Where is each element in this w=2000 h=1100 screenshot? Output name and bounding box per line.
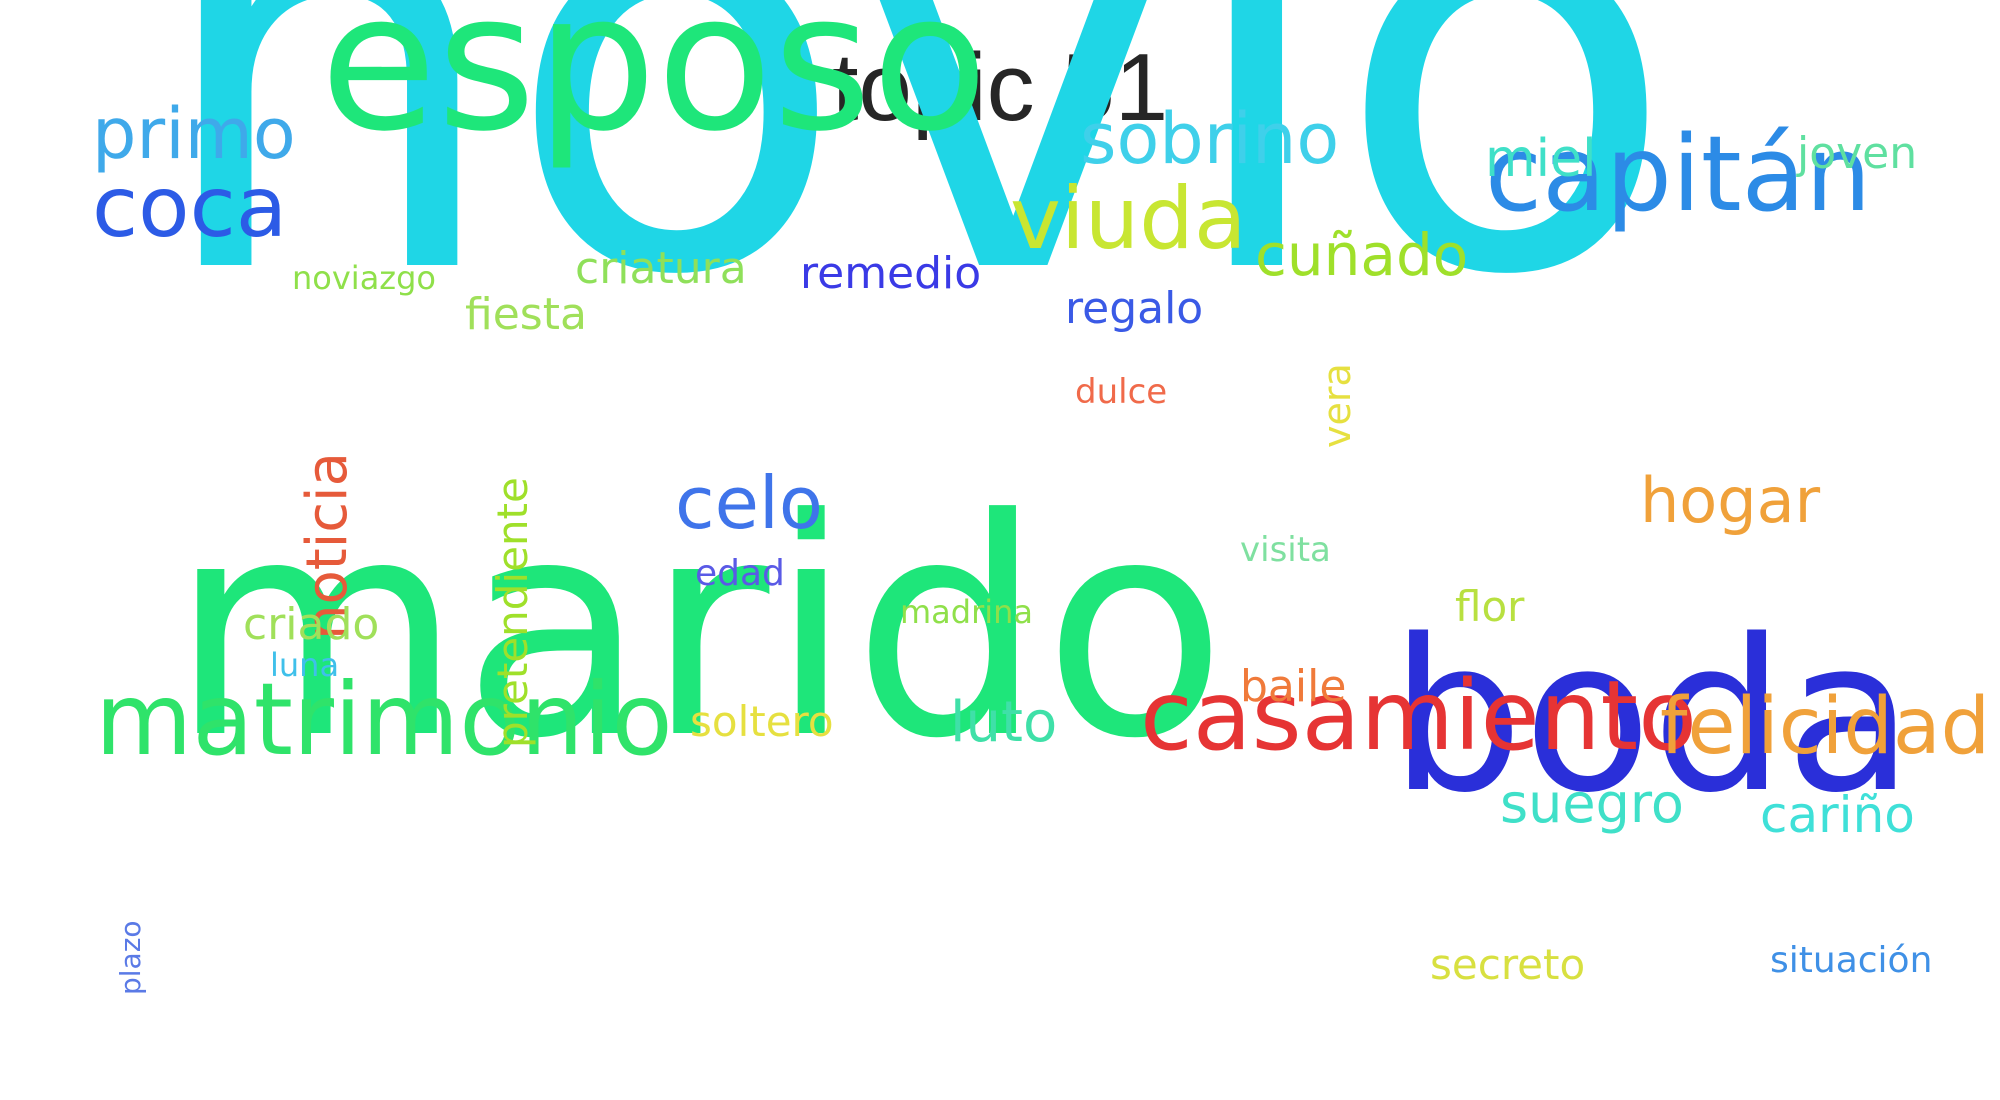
word-luna: luna: [270, 646, 340, 685]
word-viuda: viuda: [1010, 169, 1247, 270]
word-regalo: regalo: [1065, 282, 1204, 334]
word-situación: situación: [1770, 940, 1933, 982]
word-luto: luto: [950, 690, 1058, 756]
word-coca: coca: [92, 157, 288, 256]
word-suegro: suegro: [1500, 771, 1684, 835]
word-secreto: secreto: [1430, 940, 1586, 990]
word-edad: edad: [695, 553, 785, 595]
word-soltero: soltero: [690, 697, 834, 747]
word-matrimonio: matrimonio: [95, 661, 673, 778]
word-pretendiente: pretendiente: [488, 477, 537, 748]
word-miel: miel: [1485, 129, 1597, 190]
word-fiesta: fiesta: [465, 288, 587, 340]
word-boda: boda: [1390, 594, 1914, 839]
word-hogar: hogar: [1640, 464, 1821, 538]
word-esposo: esposo: [320, 0, 988, 173]
word-plazo: plazo: [114, 920, 147, 995]
word-cariño: cariño: [1760, 786, 1915, 844]
word-joven: joven: [1797, 127, 1918, 179]
word-felicidad: felicidad: [1660, 681, 1991, 772]
word-noviazgo: noviazgo: [292, 259, 436, 298]
word-vera: vera: [1315, 363, 1359, 448]
word-marido: marido: [170, 455, 1227, 804]
word-casamiento: casamiento: [1140, 660, 1697, 773]
word-dulce: dulce: [1075, 371, 1168, 412]
word-novio: novio: [150, 0, 1678, 398]
word-visita: visita: [1240, 529, 1331, 570]
word-celo: celo: [675, 461, 823, 546]
word-remedio: remedio: [800, 247, 982, 299]
word-baile: baile: [1240, 660, 1347, 712]
word-primo: primo: [92, 93, 296, 175]
word-sobrino: sobrino: [1080, 98, 1340, 180]
page-title: topic 51: [831, 34, 1169, 141]
word-flor: flor: [1455, 582, 1525, 632]
word-madrina: madrina: [900, 593, 1034, 632]
word-capitán: capitán: [1485, 112, 1872, 235]
word-criado: criado: [243, 598, 380, 650]
word-criatura: criatura: [575, 242, 747, 294]
word-cuñado: cuñado: [1255, 220, 1469, 289]
